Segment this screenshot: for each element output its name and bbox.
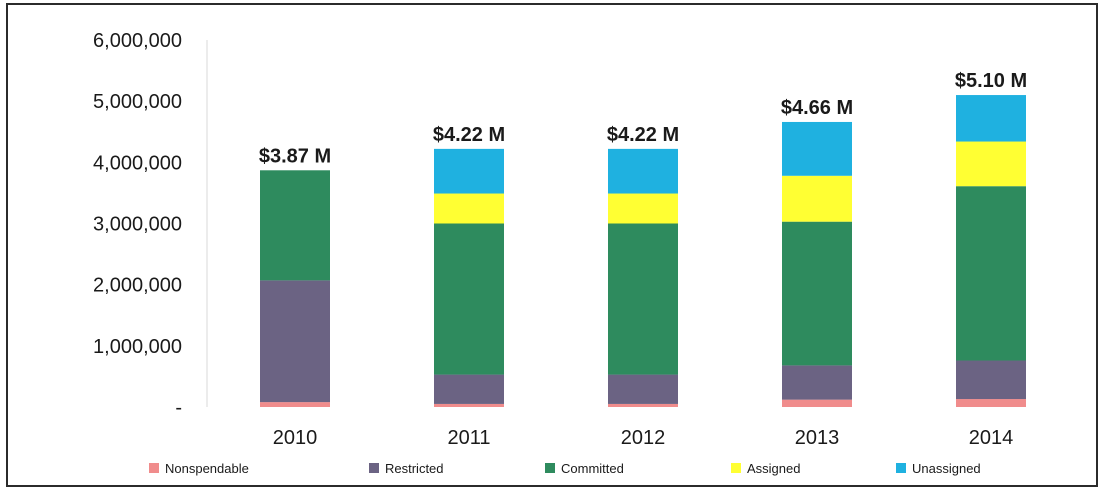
x-tick-label-2011: 2011 [447, 427, 490, 449]
bar-segment-nonspendable-2010 [260, 402, 330, 407]
total-labels-group: $3.87 M $4.22 M $4.22 M $4.66 M $5.10 M [259, 70, 1027, 167]
bar-segment-committed-2010 [260, 170, 330, 281]
bar-segment-committed-2013 [782, 221, 852, 366]
total-label-2013: $4.66 M [781, 97, 853, 119]
x-tick-label-2012: 2012 [621, 427, 666, 449]
bar-segment-unassigned-2012 [608, 148, 678, 194]
legend-label-unassigned: Unassigned [912, 461, 981, 476]
legend-label-assigned: Assigned [747, 461, 800, 476]
x-tick-label-2010: 2010 [273, 427, 318, 449]
bar-segment-committed-2014 [956, 186, 1026, 361]
bar-segment-assigned-2013 [782, 175, 852, 222]
bar-segment-nonspendable-2013 [782, 399, 852, 407]
legend-label-committed: Committed [561, 461, 624, 476]
chart-frame: - 1,000,000 2,000,000 3,000,000 4,000,000 5,0… [6, 3, 1098, 487]
bar-segment-restricted-2014 [956, 360, 1026, 400]
y-tick-label: 6,000,000 [93, 30, 182, 52]
legend-swatch-restricted [369, 463, 379, 473]
bar-segment-unassigned-2013 [782, 121, 852, 176]
bar-segment-nonspendable-2011 [434, 403, 504, 407]
bar-segment-nonspendable-2014 [956, 399, 1026, 407]
y-axis-ticks: - 1,000,000 2,000,000 3,000,000 4,000,000 5,0… [93, 30, 182, 419]
stacked-bar-chart: - 1,000,000 2,000,000 3,000,000 4,000,000 5,0… [93, 30, 1027, 476]
legend-label-nonspendable: Nonspendable [165, 461, 249, 476]
bar-segment-nonspendable-2012 [608, 403, 678, 407]
legend-swatch-assigned [731, 463, 741, 473]
legend-swatch-committed [545, 463, 555, 473]
legend-label-restricted: Restricted [385, 461, 444, 476]
bar-segment-assigned-2011 [434, 193, 504, 224]
bar-segment-restricted-2012 [608, 374, 678, 404]
x-axis-ticks: 2010 2011 2012 2013 2014 [273, 427, 1014, 449]
y-tick-label: - [175, 397, 182, 419]
bar-segment-committed-2011 [434, 223, 504, 375]
y-tick-label: 1,000,000 [93, 336, 182, 358]
y-tick-label: 2,000,000 [93, 275, 182, 297]
bar-segment-committed-2012 [608, 223, 678, 375]
total-label-2014: $5.10 M [955, 70, 1027, 92]
total-label-2011: $4.22 M [433, 124, 505, 146]
bar-segment-assigned-2012 [608, 193, 678, 224]
total-label-2012: $4.22 M [607, 124, 679, 146]
total-label-2010: $3.87 M [259, 145, 331, 167]
bar-segment-restricted-2010 [260, 280, 330, 403]
y-tick-label: 5,000,000 [93, 91, 182, 113]
bar-segment-restricted-2013 [782, 365, 852, 400]
x-tick-label-2013: 2013 [795, 427, 840, 449]
bar-segment-restricted-2011 [434, 374, 504, 404]
y-tick-label: 3,000,000 [93, 214, 182, 236]
legend-swatch-unassigned [896, 463, 906, 473]
legend-swatch-nonspendable [149, 463, 159, 473]
bar-segment-assigned-2014 [956, 141, 1026, 187]
x-tick-label-2014: 2014 [969, 427, 1014, 449]
y-tick-label: 4,000,000 [93, 152, 182, 174]
bar-segment-unassigned-2011 [434, 148, 504, 194]
bars-group [260, 95, 1026, 407]
legend: Nonspendable Restricted Committed Assigned U… [149, 461, 981, 476]
bar-segment-unassigned-2014 [956, 95, 1026, 142]
